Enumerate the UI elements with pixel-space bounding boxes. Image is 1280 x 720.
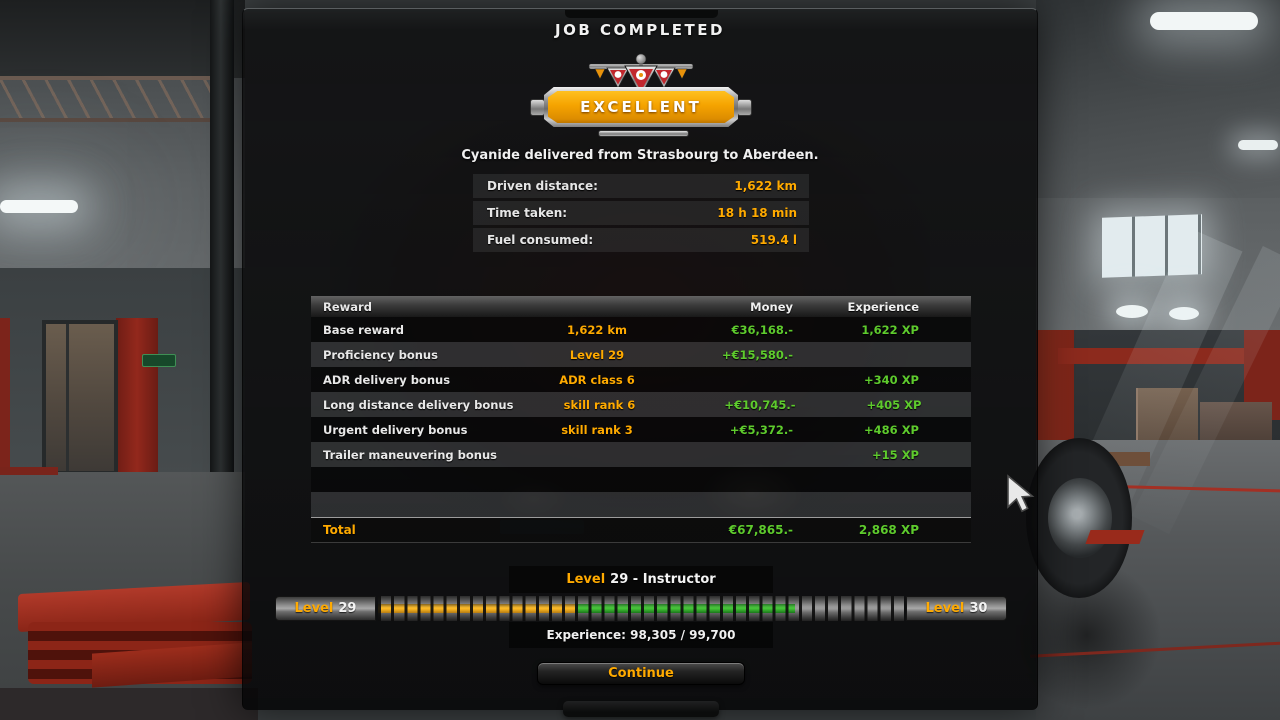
row-detail: skill rank 6: [563, 397, 636, 412]
row-xp: 1,622 XP: [861, 322, 919, 337]
ceiling-light: [1238, 140, 1278, 150]
stat-label: Time taken:: [487, 206, 568, 220]
level-word: Level: [566, 572, 606, 587]
xp-progress-bar: [378, 596, 904, 621]
total-money: €67,865.-: [728, 523, 793, 537]
mouse-cursor: [1007, 474, 1035, 513]
table-row: Base reward 1,622 km €36,168.- 1,622 XP: [311, 317, 971, 342]
table-row-empty: [311, 492, 971, 517]
level-word: Level: [925, 601, 965, 616]
plaque-under-ornament: [598, 130, 689, 137]
red-wall-stripe: [116, 318, 158, 475]
truck-wheel-rim: [1048, 478, 1112, 558]
header-reward: Reward: [323, 299, 372, 314]
roof-truss: [0, 76, 220, 80]
garage-door: [42, 320, 118, 475]
support-column: [210, 0, 234, 475]
header-money: Money: [750, 299, 793, 314]
row-money: €36,168.-: [731, 322, 793, 337]
row-detail: 1,622 km: [566, 322, 627, 337]
reward-table-header: Reward Money Experience: [311, 296, 971, 317]
level-title-text: 29 - Instructor: [610, 572, 716, 587]
red-wall-stripe: [0, 318, 10, 475]
row-label: Urgent delivery bonus: [323, 422, 468, 437]
stat-label: Driven distance:: [487, 179, 598, 193]
xp-fill-orange: [378, 604, 576, 613]
xp-fill-green: [575, 604, 796, 613]
row-label: ADR delivery bonus: [323, 372, 451, 387]
cargo-boxes: [1200, 402, 1272, 442]
rating-badge: EXCELLENT: [548, 91, 734, 123]
total-xp: 2,868 XP: [858, 523, 919, 537]
delivery-stats: Driven distance: 1,622 km Time taken: 18…: [473, 174, 809, 255]
level-current-cap: Level 29: [275, 596, 376, 621]
table-row-empty: [311, 467, 971, 492]
experience-box: Experience: 98,305 / 99,700: [509, 622, 773, 648]
stat-row-time-taken: Time taken: 18 h 18 min: [473, 201, 809, 225]
row-xp: +340 XP: [864, 372, 919, 387]
header-experience: Experience: [847, 299, 919, 314]
stat-label: Fuel consumed:: [487, 233, 594, 247]
red-wheel-chock: [1085, 530, 1145, 544]
level-word: Level: [294, 601, 334, 616]
row-money: +€10,745.-: [724, 397, 796, 412]
row-xp: +486 XP: [864, 422, 919, 437]
job-completed-dialog: JOB COMPLETED: [242, 8, 1038, 717]
stat-value: 1,622 km: [734, 179, 797, 193]
roof-truss-lattice: [0, 80, 220, 118]
table-row: ADR delivery bonus ADR class 6 +340 XP: [311, 367, 971, 392]
stat-value: 519.4 l: [750, 233, 797, 247]
right-ceiling: [1036, 0, 1280, 200]
level-title-box: Level 29 - Instructor: [509, 566, 773, 593]
stat-row-fuel-consumed: Fuel consumed: 519.4 l: [473, 228, 809, 252]
table-row: Proficiency bonus Level 29 +€15,580.-: [311, 342, 971, 367]
floor-pit-edge: [0, 688, 258, 720]
delivery-message: Cyanide delivered from Strasbourg to Abe…: [461, 148, 819, 163]
ceiling-light: [1150, 12, 1258, 30]
row-xp: +15 XP: [872, 447, 919, 462]
row-money: +€15,580.-: [721, 347, 793, 362]
fluorescent-light-left: [0, 200, 78, 213]
dialog-bottom-tab: [563, 701, 719, 717]
continue-button[interactable]: Continue: [537, 662, 745, 685]
row-label: Base reward: [323, 322, 404, 337]
row-label: Trailer maneuvering bonus: [323, 447, 497, 462]
page-title: JOB COMPLETED: [555, 21, 725, 39]
total-label: Total: [323, 523, 356, 537]
table-total-row: Total €67,865.- 2,868 XP: [311, 517, 971, 543]
level-next-cap: Level 30: [906, 596, 1007, 621]
excellent-medal-icon: [588, 53, 694, 98]
exit-sign: [142, 354, 176, 367]
red-wall-band: [1058, 348, 1280, 364]
row-detail: Level 29: [569, 347, 625, 362]
red-floor-strip: [0, 467, 58, 475]
cargo-boxes: [1136, 388, 1198, 442]
row-label: Proficiency bonus: [323, 347, 438, 362]
experience-text: Experience: 98,305 / 99,700: [546, 628, 736, 642]
red-wall-block: [1036, 330, 1074, 442]
dialog-top-tab: [565, 10, 718, 18]
row-detail: skill rank 3: [561, 422, 633, 437]
rating-plaque: EXCELLENT: [544, 87, 738, 127]
row-label: Long distance delivery bonus: [323, 397, 514, 412]
level-current-number: 29: [338, 601, 357, 616]
row-detail: ADR class 6: [559, 372, 635, 387]
table-row: Urgent delivery bonus skill rank 3 +€5,3…: [311, 417, 971, 442]
plaque-side-ornament: [530, 99, 545, 116]
left-ceiling: [0, 0, 245, 80]
row-xp: +405 XP: [866, 397, 922, 412]
table-row: Trailer maneuvering bonus +15 XP: [311, 442, 971, 467]
stat-row-driven-distance: Driven distance: 1,622 km: [473, 174, 809, 198]
reward-table: Reward Money Experience Base reward 1,62…: [311, 296, 971, 543]
wall-light: [1116, 305, 1148, 318]
level-next-number: 30: [969, 601, 988, 616]
row-money: +€5,372.-: [729, 422, 793, 437]
roof-truss: [0, 118, 220, 122]
table-row: Long distance delivery bonus skill rank …: [311, 392, 971, 417]
stat-value: 18 h 18 min: [717, 206, 797, 220]
wall-light: [1169, 307, 1199, 320]
plaque-side-ornament: [737, 99, 752, 116]
